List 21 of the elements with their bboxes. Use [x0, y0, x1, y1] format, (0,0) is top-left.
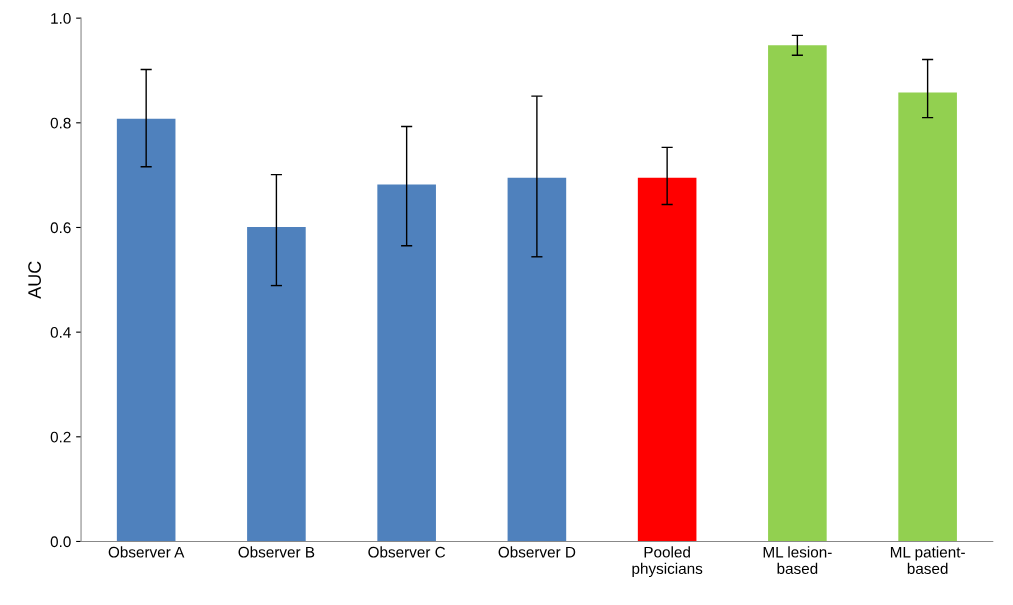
x-tick-label: Observer D — [498, 546, 576, 558]
bar — [377, 184, 436, 542]
y-tick-label: 0.4 — [50, 327, 71, 338]
y-tick-label: 0.0 — [50, 536, 71, 548]
y-tick-label: 1.0 — [51, 13, 71, 24]
bar — [898, 92, 957, 542]
x-tick-label: ML patient- based — [890, 546, 965, 575]
bar — [768, 45, 827, 542]
bar — [637, 177, 697, 542]
x-tick-label: Observer B — [238, 546, 315, 558]
x-tick-label: ML lesion- based — [763, 546, 832, 575]
y-tick-label: 0.8 — [50, 117, 71, 129]
bar — [247, 226, 306, 542]
x-tick-label: Pooled physicians — [632, 546, 703, 578]
bar — [507, 177, 567, 542]
y-tick-label: 0.6 — [50, 222, 71, 234]
x-tick-label: Observer A — [108, 546, 185, 558]
bar — [116, 118, 176, 542]
y-axis-title: AUC — [28, 261, 41, 299]
y-tick-label: 0.2 — [50, 431, 71, 443]
x-tick-label: Observer C — [368, 546, 446, 558]
